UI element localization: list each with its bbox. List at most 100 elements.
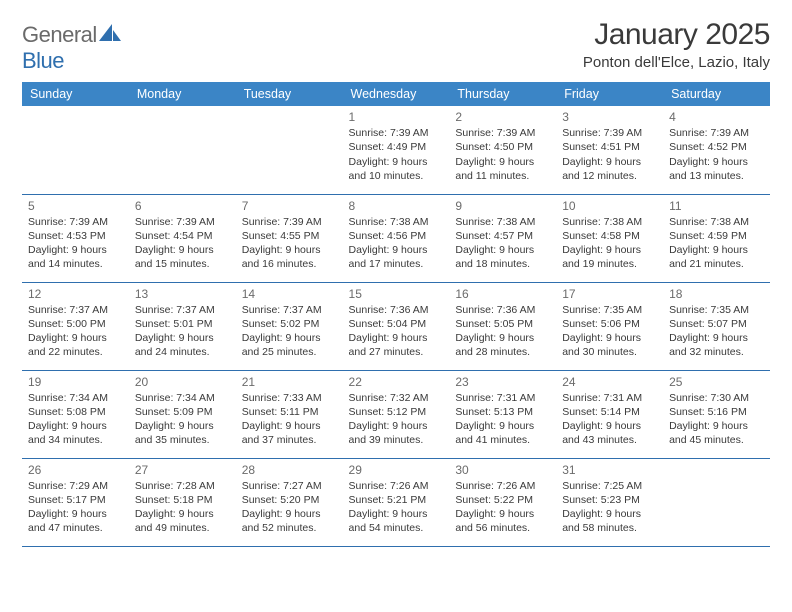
- day-number: 3: [562, 109, 657, 125]
- day-number: 1: [349, 109, 444, 125]
- day-number: 2: [455, 109, 550, 125]
- weekday-thursday: Thursday: [449, 82, 556, 106]
- empty-cell: [129, 106, 236, 194]
- day-details: Sunrise: 7:35 AMSunset: 5:07 PMDaylight:…: [669, 303, 764, 360]
- day-details: Sunrise: 7:38 AMSunset: 4:58 PMDaylight:…: [562, 215, 657, 272]
- day-cell: 29Sunrise: 7:26 AMSunset: 5:21 PMDayligh…: [343, 458, 450, 546]
- day-cell: 15Sunrise: 7:36 AMSunset: 5:04 PMDayligh…: [343, 282, 450, 370]
- day-cell: 2Sunrise: 7:39 AMSunset: 4:50 PMDaylight…: [449, 106, 556, 194]
- day-details: Sunrise: 7:25 AMSunset: 5:23 PMDaylight:…: [562, 479, 657, 536]
- week-row: 5Sunrise: 7:39 AMSunset: 4:53 PMDaylight…: [22, 194, 770, 282]
- day-details: Sunrise: 7:32 AMSunset: 5:12 PMDaylight:…: [349, 391, 444, 448]
- day-cell: 28Sunrise: 7:27 AMSunset: 5:20 PMDayligh…: [236, 458, 343, 546]
- day-cell: 31Sunrise: 7:25 AMSunset: 5:23 PMDayligh…: [556, 458, 663, 546]
- day-details: Sunrise: 7:39 AMSunset: 4:51 PMDaylight:…: [562, 126, 657, 183]
- day-number: 29: [349, 462, 444, 478]
- day-cell: 16Sunrise: 7:36 AMSunset: 5:05 PMDayligh…: [449, 282, 556, 370]
- day-number: 18: [669, 286, 764, 302]
- day-details: Sunrise: 7:39 AMSunset: 4:52 PMDaylight:…: [669, 126, 764, 183]
- weekday-saturday: Saturday: [663, 82, 770, 106]
- day-cell: 18Sunrise: 7:35 AMSunset: 5:07 PMDayligh…: [663, 282, 770, 370]
- day-cell: 24Sunrise: 7:31 AMSunset: 5:14 PMDayligh…: [556, 370, 663, 458]
- day-number: 6: [135, 198, 230, 214]
- weekday-sunday: Sunday: [22, 82, 129, 106]
- calendar-page: GeneralBlue January 2025 Ponton dell'Elc…: [0, 0, 792, 557]
- day-details: Sunrise: 7:39 AMSunset: 4:49 PMDaylight:…: [349, 126, 444, 183]
- day-details: Sunrise: 7:36 AMSunset: 5:05 PMDaylight:…: [455, 303, 550, 360]
- day-details: Sunrise: 7:30 AMSunset: 5:16 PMDaylight:…: [669, 391, 764, 448]
- day-number: 10: [562, 198, 657, 214]
- day-number: 26: [28, 462, 123, 478]
- day-cell: 25Sunrise: 7:30 AMSunset: 5:16 PMDayligh…: [663, 370, 770, 458]
- day-details: Sunrise: 7:38 AMSunset: 4:56 PMDaylight:…: [349, 215, 444, 272]
- week-row: 12Sunrise: 7:37 AMSunset: 5:00 PMDayligh…: [22, 282, 770, 370]
- day-details: Sunrise: 7:28 AMSunset: 5:18 PMDaylight:…: [135, 479, 230, 536]
- day-cell: 7Sunrise: 7:39 AMSunset: 4:55 PMDaylight…: [236, 194, 343, 282]
- day-cell: 22Sunrise: 7:32 AMSunset: 5:12 PMDayligh…: [343, 370, 450, 458]
- day-details: Sunrise: 7:31 AMSunset: 5:14 PMDaylight:…: [562, 391, 657, 448]
- empty-cell: [22, 106, 129, 194]
- day-number: 19: [28, 374, 123, 390]
- day-details: Sunrise: 7:26 AMSunset: 5:22 PMDaylight:…: [455, 479, 550, 536]
- day-number: 27: [135, 462, 230, 478]
- weekday-header: SundayMondayTuesdayWednesdayThursdayFrid…: [22, 82, 770, 106]
- weekday-tuesday: Tuesday: [236, 82, 343, 106]
- bottom-rule: [22, 546, 770, 547]
- day-details: Sunrise: 7:37 AMSunset: 5:01 PMDaylight:…: [135, 303, 230, 360]
- day-number: 7: [242, 198, 337, 214]
- calendar-table: SundayMondayTuesdayWednesdayThursdayFrid…: [22, 82, 770, 546]
- day-number: 30: [455, 462, 550, 478]
- day-cell: 4Sunrise: 7:39 AMSunset: 4:52 PMDaylight…: [663, 106, 770, 194]
- day-number: 28: [242, 462, 337, 478]
- day-number: 31: [562, 462, 657, 478]
- day-number: 14: [242, 286, 337, 302]
- day-cell: 12Sunrise: 7:37 AMSunset: 5:00 PMDayligh…: [22, 282, 129, 370]
- logo-sail-icon: [99, 22, 121, 47]
- day-number: 12: [28, 286, 123, 302]
- day-cell: 6Sunrise: 7:39 AMSunset: 4:54 PMDaylight…: [129, 194, 236, 282]
- day-details: Sunrise: 7:34 AMSunset: 5:08 PMDaylight:…: [28, 391, 123, 448]
- brand-part2: Blue: [22, 48, 64, 73]
- day-details: Sunrise: 7:26 AMSunset: 5:21 PMDaylight:…: [349, 479, 444, 536]
- day-number: 22: [349, 374, 444, 390]
- day-cell: 26Sunrise: 7:29 AMSunset: 5:17 PMDayligh…: [22, 458, 129, 546]
- day-details: Sunrise: 7:29 AMSunset: 5:17 PMDaylight:…: [28, 479, 123, 536]
- weekday-friday: Friday: [556, 82, 663, 106]
- day-cell: 1Sunrise: 7:39 AMSunset: 4:49 PMDaylight…: [343, 106, 450, 194]
- day-details: Sunrise: 7:38 AMSunset: 4:57 PMDaylight:…: [455, 215, 550, 272]
- day-cell: 5Sunrise: 7:39 AMSunset: 4:53 PMDaylight…: [22, 194, 129, 282]
- day-cell: 19Sunrise: 7:34 AMSunset: 5:08 PMDayligh…: [22, 370, 129, 458]
- day-details: Sunrise: 7:39 AMSunset: 4:53 PMDaylight:…: [28, 215, 123, 272]
- day-number: 15: [349, 286, 444, 302]
- week-row: 19Sunrise: 7:34 AMSunset: 5:08 PMDayligh…: [22, 370, 770, 458]
- week-row: 1Sunrise: 7:39 AMSunset: 4:49 PMDaylight…: [22, 106, 770, 194]
- day-number: 8: [349, 198, 444, 214]
- day-details: Sunrise: 7:31 AMSunset: 5:13 PMDaylight:…: [455, 391, 550, 448]
- day-cell: 23Sunrise: 7:31 AMSunset: 5:13 PMDayligh…: [449, 370, 556, 458]
- day-number: 4: [669, 109, 764, 125]
- day-cell: 14Sunrise: 7:37 AMSunset: 5:02 PMDayligh…: [236, 282, 343, 370]
- day-cell: 8Sunrise: 7:38 AMSunset: 4:56 PMDaylight…: [343, 194, 450, 282]
- day-cell: 30Sunrise: 7:26 AMSunset: 5:22 PMDayligh…: [449, 458, 556, 546]
- empty-cell: [663, 458, 770, 546]
- day-cell: 13Sunrise: 7:37 AMSunset: 5:01 PMDayligh…: [129, 282, 236, 370]
- day-number: 21: [242, 374, 337, 390]
- day-details: Sunrise: 7:35 AMSunset: 5:06 PMDaylight:…: [562, 303, 657, 360]
- brand-part1: General: [22, 22, 97, 47]
- location: Ponton dell'Elce, Lazio, Italy: [583, 54, 770, 71]
- day-number: 25: [669, 374, 764, 390]
- day-details: Sunrise: 7:37 AMSunset: 5:00 PMDaylight:…: [28, 303, 123, 360]
- weekday-wednesday: Wednesday: [343, 82, 450, 106]
- day-details: Sunrise: 7:39 AMSunset: 4:50 PMDaylight:…: [455, 126, 550, 183]
- empty-cell: [236, 106, 343, 194]
- day-number: 5: [28, 198, 123, 214]
- day-number: 17: [562, 286, 657, 302]
- month-title: January 2025: [583, 18, 770, 52]
- day-number: 16: [455, 286, 550, 302]
- day-number: 23: [455, 374, 550, 390]
- day-details: Sunrise: 7:27 AMSunset: 5:20 PMDaylight:…: [242, 479, 337, 536]
- day-number: 9: [455, 198, 550, 214]
- brand-text: GeneralBlue: [22, 22, 121, 74]
- day-cell: 11Sunrise: 7:38 AMSunset: 4:59 PMDayligh…: [663, 194, 770, 282]
- title-block: January 2025 Ponton dell'Elce, Lazio, It…: [583, 18, 770, 71]
